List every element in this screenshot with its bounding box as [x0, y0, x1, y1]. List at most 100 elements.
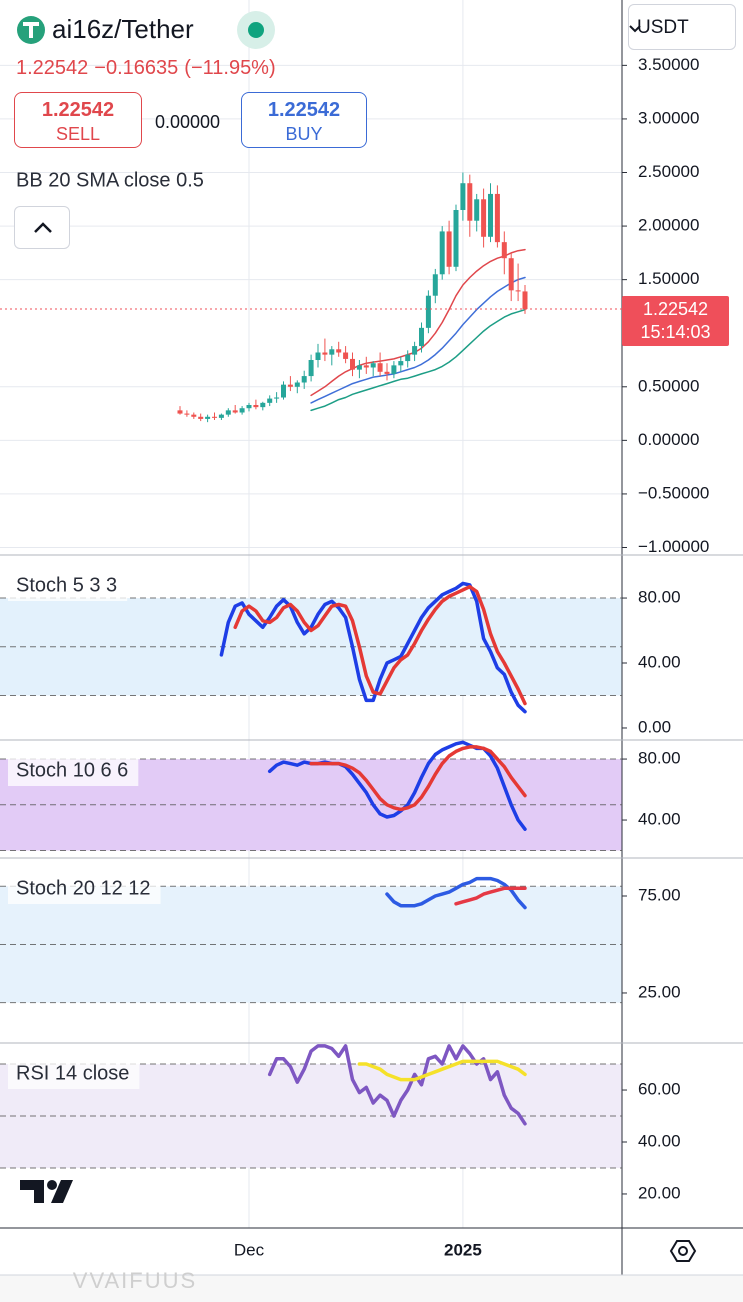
candle-body	[508, 258, 514, 291]
candle-body	[281, 384, 286, 398]
caret	[34, 222, 52, 233]
pane-title: RSI 14 close	[16, 1062, 129, 1084]
candle-body	[446, 231, 452, 267]
line	[219, 581, 527, 714]
candle-body	[177, 410, 183, 414]
pane-title: Stoch 10 6 6	[16, 759, 128, 781]
currency-select[interactable]: USDT	[628, 4, 736, 50]
title-bg	[8, 756, 139, 786]
candle-body	[191, 414, 197, 417]
candle-body	[274, 397, 280, 399]
y-tick-label: 0.50000	[638, 376, 699, 395]
candle-body	[412, 346, 418, 355]
y-tick-label: 80.00	[638, 588, 681, 607]
y-tick-label: 25.00	[638, 982, 681, 1001]
y-tick-label: 0.00	[638, 717, 671, 736]
sell-button[interactable]: 1.22542 SELL	[14, 92, 142, 148]
y-tick-label: 40.00	[638, 1131, 681, 1150]
candle-body	[432, 274, 438, 296]
candle-body	[377, 363, 383, 372]
title-bg	[8, 571, 128, 601]
pane-title: BB 20 SMA close 0.5	[16, 169, 204, 191]
tag-price: 1.22542	[642, 299, 709, 319]
candle-body	[356, 365, 362, 370]
pane-title: Stoch 5 3 3	[16, 574, 117, 596]
y-tick-label: 20.00	[638, 1183, 681, 1202]
candle-body	[370, 363, 376, 368]
x-tick-label: Dec	[234, 1240, 265, 1259]
last-price: 1.22542	[16, 57, 89, 79]
sell-label: SELL	[55, 124, 101, 144]
collapse-button[interactable]	[14, 206, 70, 249]
y-tick-label: 40.00	[638, 810, 681, 829]
title-bg	[8, 874, 161, 904]
line	[233, 584, 527, 706]
candle-body	[246, 405, 252, 409]
change-pct: (−11.95%)	[184, 57, 276, 79]
line	[310, 248, 526, 397]
candle-body	[184, 413, 190, 415]
candle-body	[363, 365, 369, 368]
candle-body	[267, 398, 273, 403]
x-tick-label: 2025	[444, 1240, 482, 1259]
candle-body	[391, 365, 397, 374]
currency: USDT	[637, 17, 689, 38]
quote: 1.22542 −0.16635 (−11.95%)	[16, 57, 282, 80]
candle-body	[384, 371, 390, 374]
buy-price: 1.22542	[267, 99, 341, 121]
y-tick-label: 3.50000	[638, 55, 699, 74]
y-tick-label: 40.00	[638, 652, 681, 671]
candle-body	[453, 210, 459, 267]
candle-body	[329, 349, 335, 355]
candle-body	[218, 414, 224, 418]
pane-title: Stoch 20 12 12	[16, 877, 151, 899]
countdown: 15:14:03	[640, 322, 711, 342]
candle-body	[308, 360, 314, 377]
line	[309, 745, 527, 812]
settings-icon[interactable]	[669, 1240, 697, 1262]
y-tick-label: −1.00000	[638, 537, 709, 556]
line	[357, 1059, 527, 1082]
candle-body	[350, 358, 355, 370]
candle-body	[322, 352, 328, 355]
candle-body	[481, 199, 487, 237]
candle-body	[239, 408, 245, 413]
candle-body	[501, 242, 507, 259]
candle-body	[405, 354, 411, 362]
candle-body	[212, 416, 217, 418]
candle-body	[419, 327, 424, 347]
change: −0.16635	[94, 57, 179, 79]
candle-body	[467, 183, 473, 221]
y-tick-label: 0.00000	[638, 430, 699, 449]
symbol-title: ai16z/Tether	[52, 14, 194, 44]
y-tick-label: 2.50000	[638, 162, 699, 181]
y-tick-label: 60.00	[638, 1080, 681, 1099]
line	[310, 308, 526, 412]
candle-body	[439, 231, 445, 275]
y-tick-label: 2.00000	[638, 216, 699, 235]
line	[454, 886, 527, 906]
candle-body	[515, 290, 521, 292]
candle-body	[287, 384, 293, 387]
status-dot	[237, 11, 275, 49]
tv-logo	[20, 1180, 73, 1203]
buy-button[interactable]: 1.22542 BUY	[241, 92, 367, 148]
title-bg	[8, 1059, 140, 1089]
price-tag: 1.22542 15:14:03	[622, 296, 729, 346]
y-tick-label: 80.00	[638, 749, 681, 768]
tether-logo	[17, 16, 45, 44]
candle-body	[460, 183, 466, 210]
candle-body	[260, 402, 266, 408]
candle-body	[398, 361, 404, 366]
sell-price: 1.22542	[41, 99, 115, 121]
candle-body	[474, 199, 480, 221]
candle-body	[494, 193, 500, 243]
y-tick-label: 1.50000	[638, 269, 699, 288]
candle-body	[301, 376, 307, 383]
candle-body	[294, 382, 300, 387]
candle-body	[343, 352, 349, 359]
chevron	[629, 25, 641, 33]
